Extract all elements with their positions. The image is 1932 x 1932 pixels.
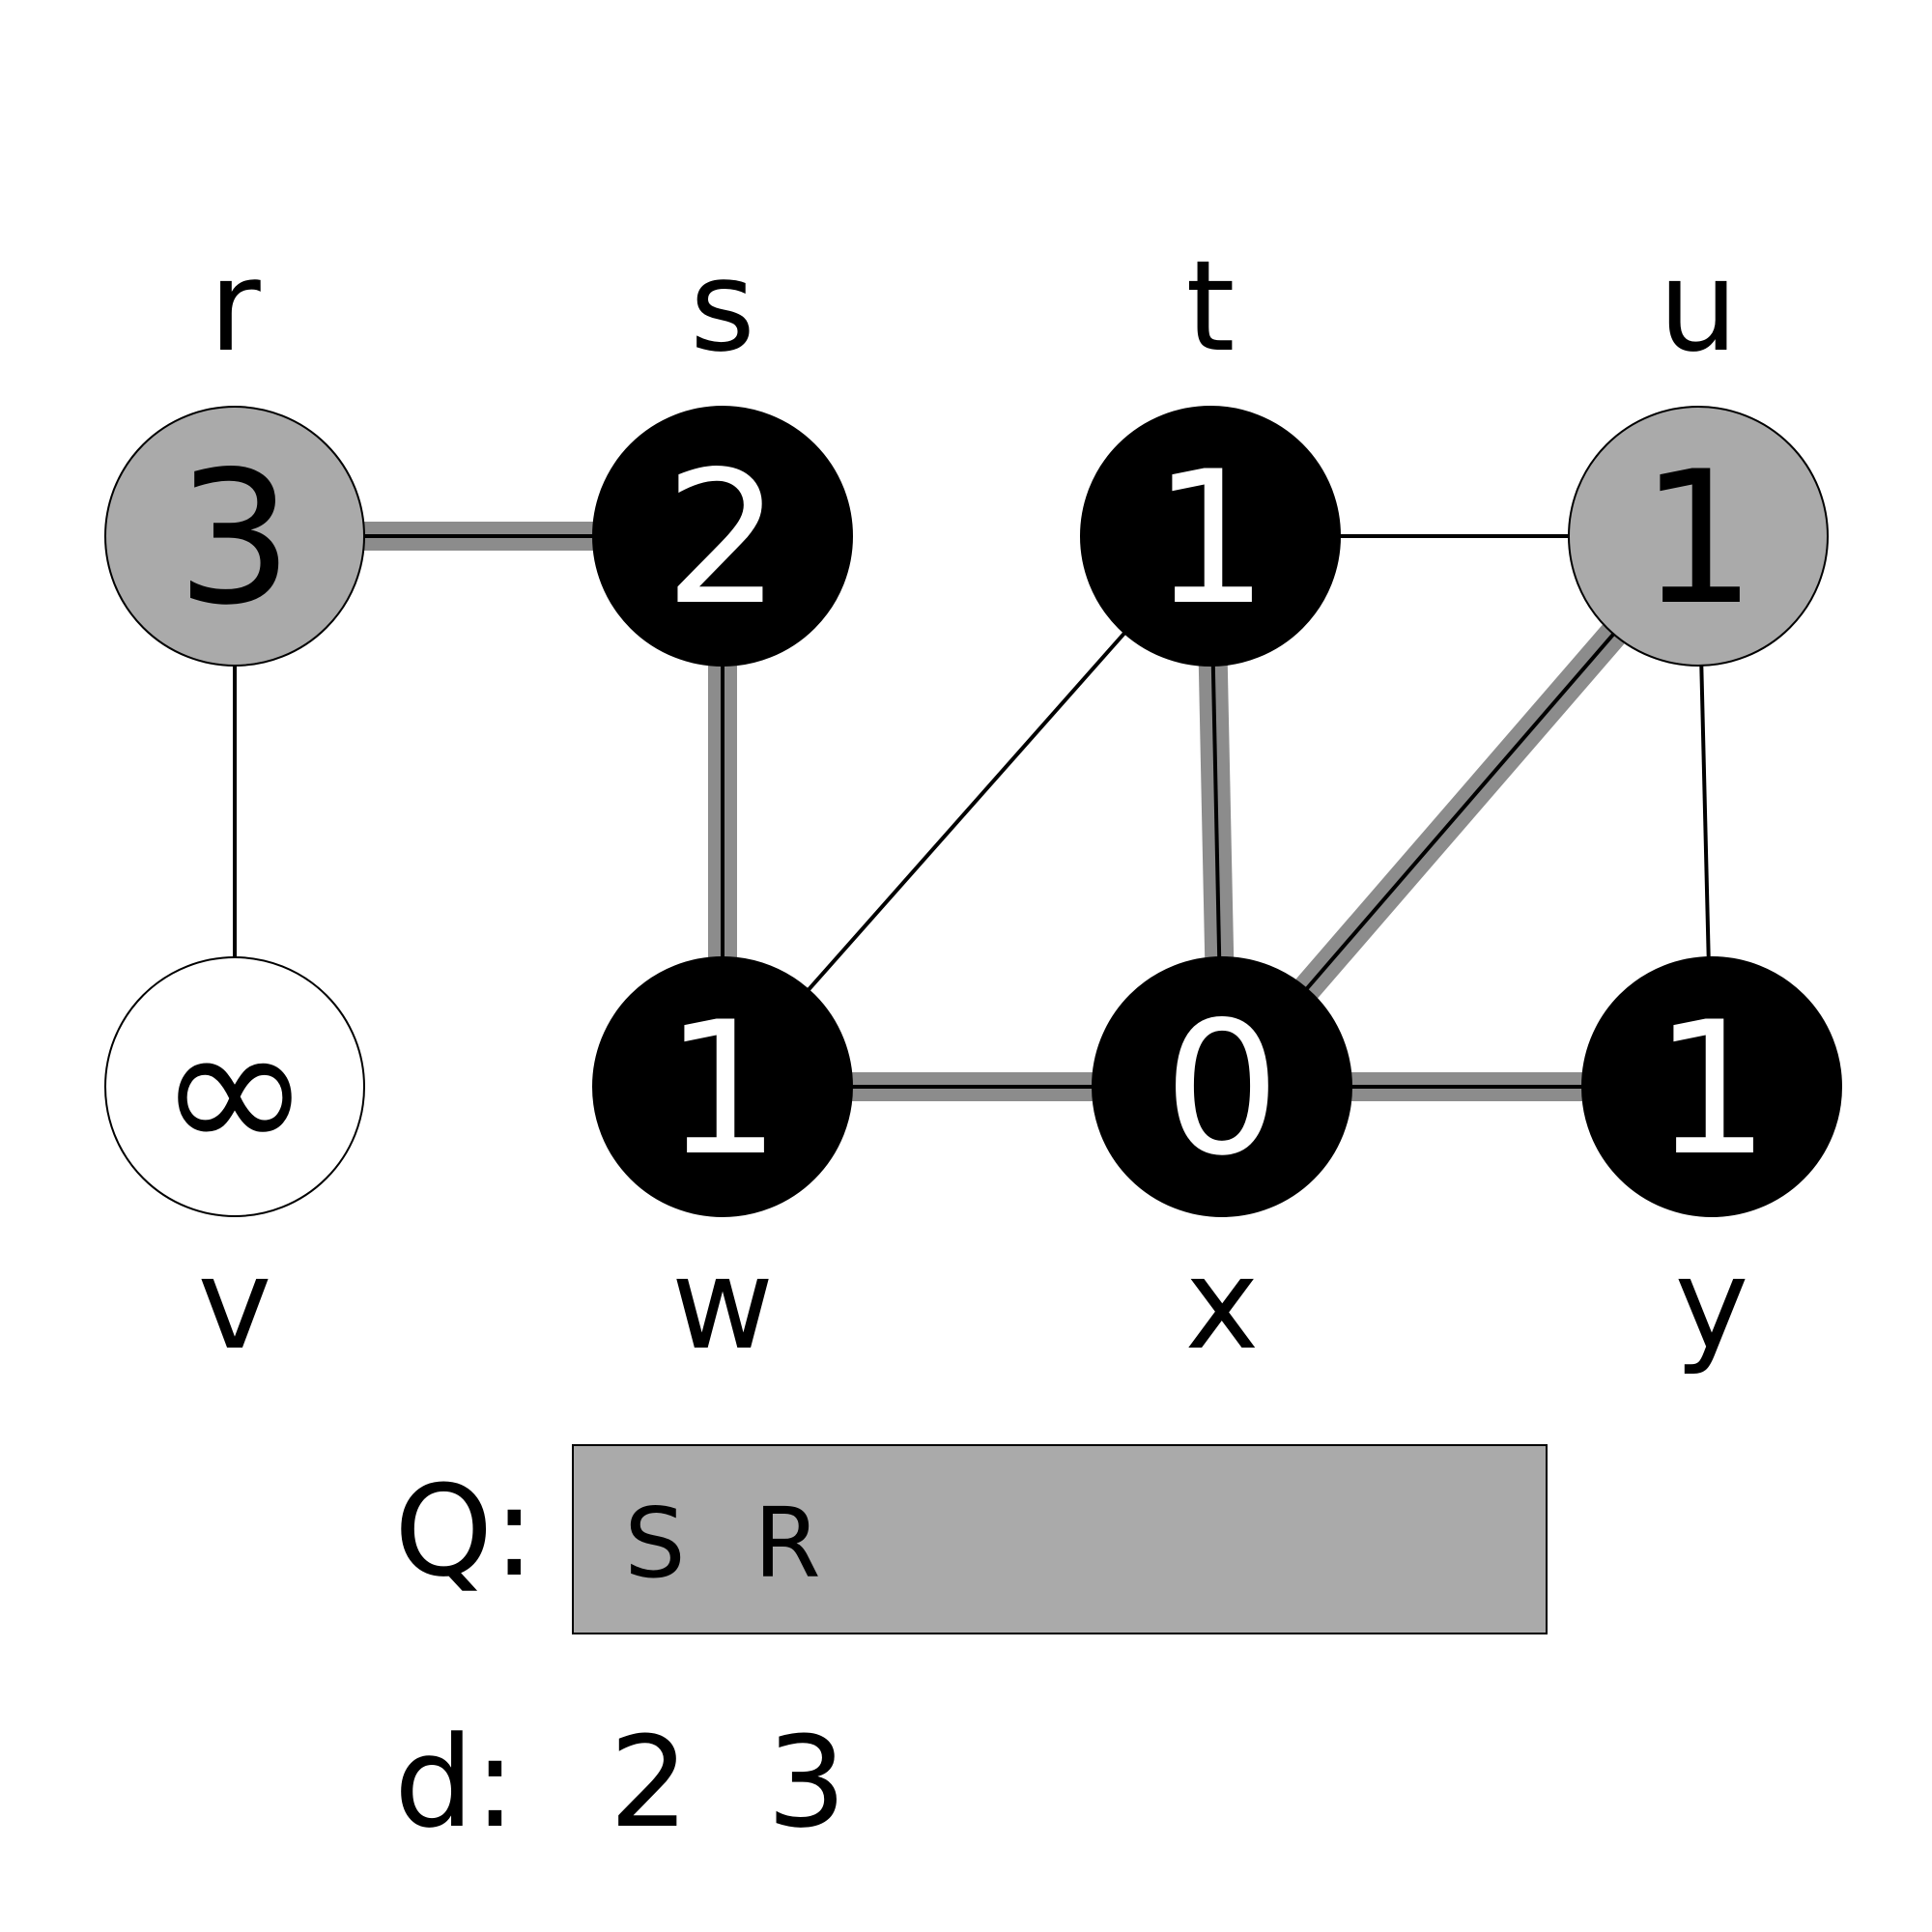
vertex-circle (592, 406, 853, 667)
vertex-v: ∞v (104, 956, 365, 1378)
vertex-label: w (671, 1231, 774, 1378)
vertex-distance: 3 (177, 432, 294, 645)
vertex-label: u (1659, 233, 1738, 380)
vertex-label: v (198, 1231, 272, 1378)
queue-label: Q: (394, 1458, 535, 1605)
vertex-label: r (209, 233, 261, 380)
vertex-t: 1t (1080, 233, 1341, 667)
vertex-w: 1w (592, 956, 853, 1378)
vertex-x: 0x (1092, 956, 1352, 1378)
vertex-distance: 1 (665, 982, 781, 1196)
vertex-u: 1u (1568, 233, 1829, 667)
vertex-label: x (1185, 1231, 1260, 1378)
distances-label: d: (394, 1709, 516, 1856)
queue-item: S (624, 1487, 685, 1600)
vertex-distance: 1 (1152, 432, 1269, 645)
vertex-s: 2s (592, 233, 853, 667)
vertex-label: y (1675, 1231, 1749, 1378)
vertex-circle (592, 956, 853, 1217)
vertex-y: 1y (1581, 956, 1842, 1378)
queue-box (572, 1444, 1548, 1634)
vertex-distance: 2 (665, 432, 781, 645)
vertex-distance: 0 (1164, 982, 1281, 1196)
vertex-distance: ∞ (158, 982, 311, 1196)
vertex-r: 3r (104, 233, 365, 667)
vertex-distance: 1 (1654, 982, 1771, 1196)
vertex-circle (1080, 406, 1341, 667)
queue-item: R (753, 1487, 820, 1600)
vertex-label: t (1186, 233, 1236, 380)
vertex-distance: 1 (1640, 432, 1757, 645)
vertex-circle (1581, 956, 1842, 1217)
distance-item: 3 (767, 1709, 847, 1856)
vertex-circle (104, 956, 365, 1217)
vertex-circle (1568, 406, 1829, 667)
vertex-circle (104, 406, 365, 667)
vertex-label: s (690, 233, 755, 380)
distance-item: 2 (610, 1709, 690, 1856)
edges (233, 522, 1714, 1101)
vertex-circle (1092, 956, 1352, 1217)
